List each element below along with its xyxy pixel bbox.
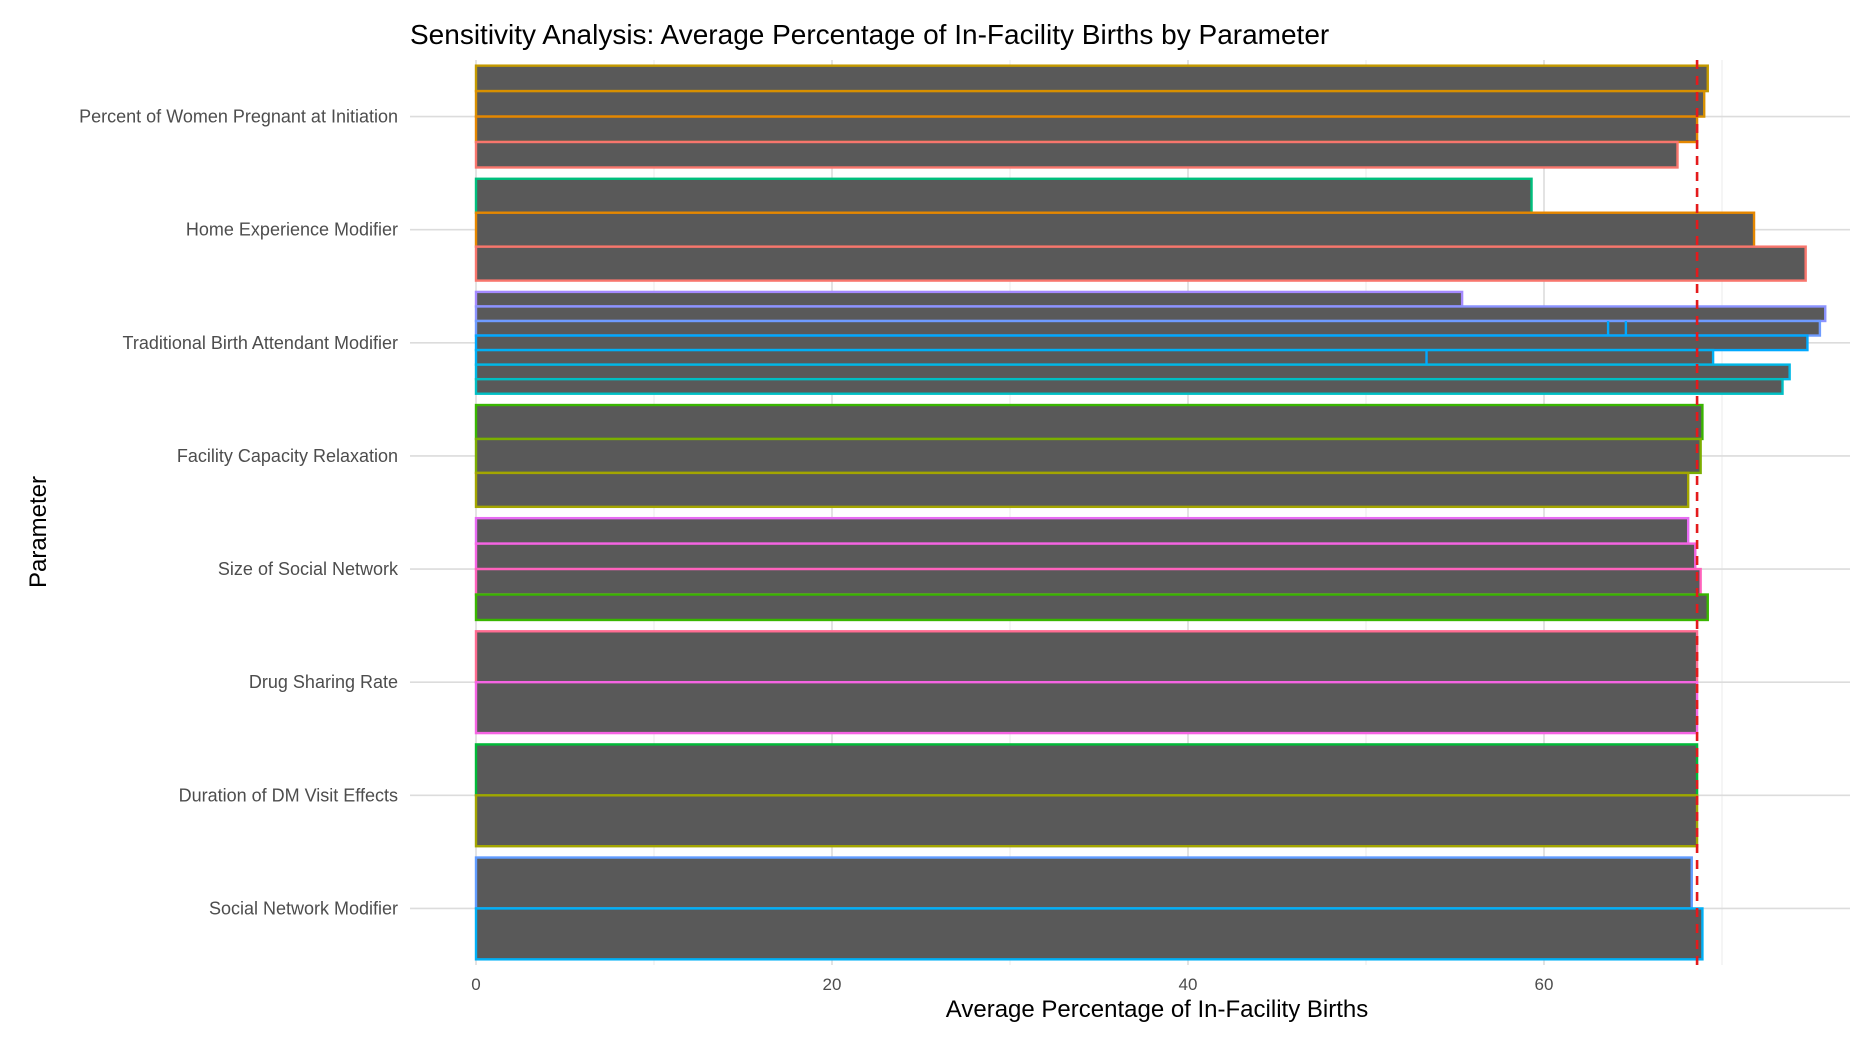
bar: [474, 140, 1679, 169]
y-tick-label: Size of Social Network: [218, 559, 399, 579]
y-tick-label: Traditional Birth Attendant Modifier: [123, 333, 398, 353]
bar: [474, 245, 1807, 282]
x-axis-title: Average Percentage of In-Facility Births: [946, 996, 1368, 1023]
bar: [474, 471, 1690, 509]
y-tick-label: Percent of Women Pregnant at Initiation: [79, 107, 398, 127]
bars: [474, 64, 1827, 961]
y-tick-labels: Percent of Women Pregnant at Initiation H…: [79, 107, 399, 919]
bar: [474, 743, 1699, 797]
x-tick-label: 40: [1179, 975, 1198, 994]
bar: [474, 89, 1706, 118]
bar: [474, 115, 1699, 144]
bar: [474, 319, 1822, 337]
x-tick-labels: 0 20 40 60: [471, 975, 1553, 994]
bar: [474, 437, 1702, 475]
chart-title: Sensitivity Analysis: Average Percentage…: [410, 19, 1329, 50]
y-axis-title: Parameter: [25, 476, 52, 588]
bar: [474, 680, 1699, 735]
y-tick-label: Duration of DM Visit Effects: [179, 785, 398, 805]
bar: [474, 403, 1704, 441]
bar: [474, 211, 1756, 248]
x-tick-label: 60: [1535, 975, 1554, 994]
y-tick-label: Facility Capacity Relaxation: [177, 446, 398, 466]
bar: [474, 348, 1715, 366]
bar: [474, 363, 1791, 381]
bar: [474, 377, 1784, 395]
bar: [474, 567, 1702, 596]
bar: [474, 64, 1709, 93]
x-tick-label: 0: [471, 975, 480, 994]
bar: [474, 177, 1533, 214]
y-tick-label: Drug Sharing Rate: [249, 672, 398, 692]
bar: [474, 856, 1693, 910]
y-tick-label: Social Network Modifier: [209, 898, 398, 918]
bar: [474, 290, 1464, 308]
bar: [474, 516, 1690, 545]
bar: [474, 794, 1699, 848]
bar: [474, 542, 1697, 571]
bar: [474, 593, 1709, 622]
y-tick-label: Home Experience Modifier: [186, 220, 398, 240]
bar: [474, 907, 1704, 961]
bar: [474, 334, 1809, 352]
bar: [474, 305, 1827, 323]
bar: [474, 630, 1699, 684]
x-tick-label: 20: [823, 975, 842, 994]
